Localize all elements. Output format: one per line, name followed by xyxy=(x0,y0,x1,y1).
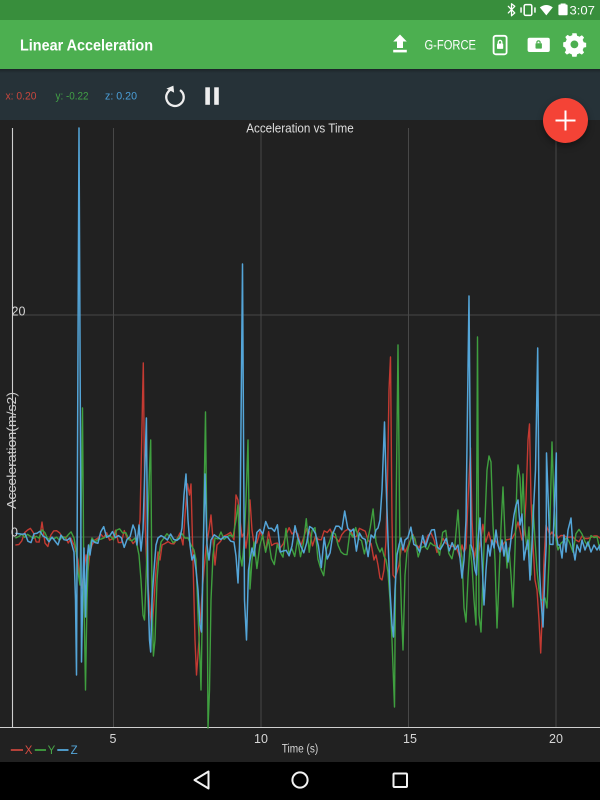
svg-text:5: 5 xyxy=(110,732,117,746)
svg-text:y: -0.22: y: -0.22 xyxy=(56,91,89,103)
svg-text:G-FORCE: G-FORCE xyxy=(425,38,477,53)
svg-text:x: 0.20: x: 0.20 xyxy=(6,91,37,103)
svg-text:20: 20 xyxy=(549,732,563,746)
svg-text:Z: Z xyxy=(71,745,78,757)
svg-text:3:07: 3:07 xyxy=(570,6,595,18)
svg-text:20: 20 xyxy=(12,305,26,319)
svg-text:0: 0 xyxy=(11,526,18,540)
svg-text:Linear Acceleration: Linear Acceleration xyxy=(20,38,153,55)
svg-text:Time (s): Time (s) xyxy=(282,744,319,756)
svg-text:z: 0.20: z: 0.20 xyxy=(105,91,137,103)
svg-text:X: X xyxy=(25,745,33,757)
svg-text:Acceleration vs Time: Acceleration vs Time xyxy=(246,121,354,136)
svg-text:Acceleration(m/s2): Acceleration(m/s2) xyxy=(4,392,19,509)
svg-text:10: 10 xyxy=(254,732,268,746)
svg-text:15: 15 xyxy=(403,732,417,746)
svg-text:Y: Y xyxy=(48,745,56,757)
